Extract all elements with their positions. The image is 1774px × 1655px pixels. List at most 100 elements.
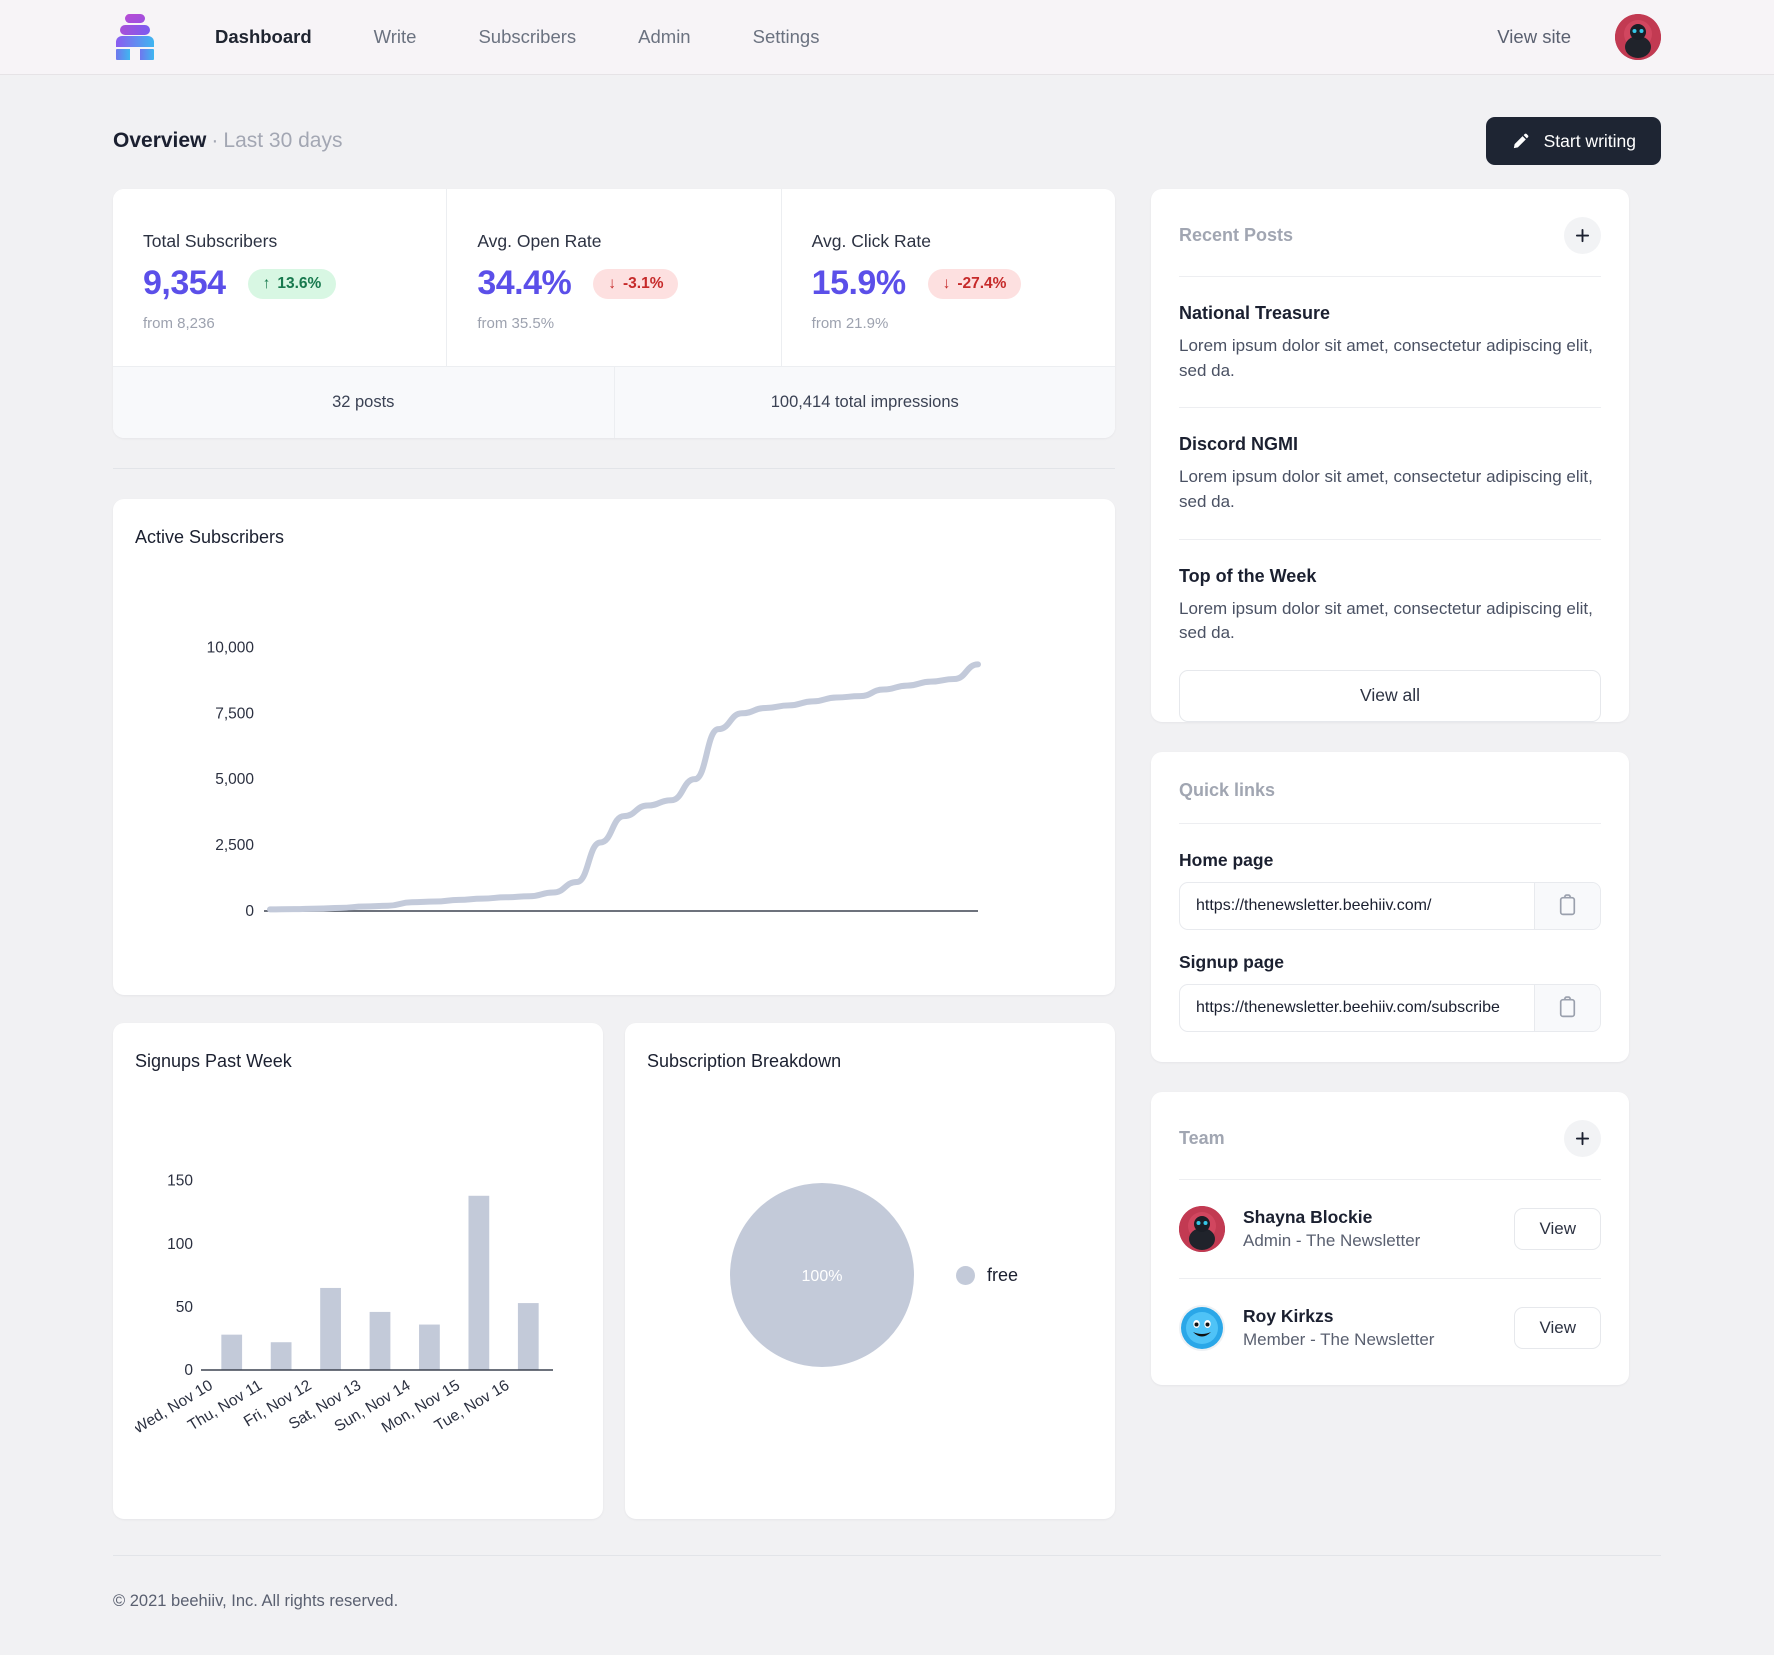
stat-value-row: 9,354 ↑ 13.6%: [143, 264, 416, 303]
team-member-avatar: [1179, 1205, 1225, 1252]
y-axis-tick-label: 2,500: [215, 837, 254, 854]
avatar-image: [1181, 1306, 1223, 1349]
nav-link-admin[interactable]: Admin: [638, 26, 691, 47]
quick-links-body: Home page Signup page: [1179, 824, 1601, 1062]
y-axis-tick-label: 10,000: [207, 639, 255, 656]
stat-delta-value: -3.1%: [622, 274, 664, 292]
pencil-icon: [1513, 133, 1528, 148]
add-team-member-button[interactable]: [1564, 1119, 1601, 1157]
team-member-role: Admin - The Newsletter: [1243, 1230, 1421, 1250]
x-axis-tick-label: Wed, Nov 10: [135, 1377, 216, 1438]
nav-link-subscribers[interactable]: Subscribers: [478, 26, 577, 47]
page-header: Overview · Last 30 days Start writing: [113, 75, 1661, 189]
bar: [270, 1342, 292, 1370]
recent-post-title: Discord NGMI: [1179, 434, 1299, 455]
signups-past-week-card: Signups Past Week 0 50 100 150 Wed, Nov 10 Th…: [113, 1023, 603, 1519]
arrow-down-icon: ↓: [942, 274, 951, 292]
main-column: Total Subscribers 9,354 ↑ 13.6% from 8,2…: [113, 189, 1115, 1519]
stat-value: 34.4%: [477, 264, 572, 302]
beehiiv-logo-icon: [116, 14, 154, 60]
top-navbar: Dashboard Write Subscribers Admin Settin…: [0, 0, 1774, 75]
arrow-down-icon: ↓: [608, 274, 616, 292]
stats-card: Total Subscribers 9,354 ↑ 13.6% from 8,2…: [113, 189, 1115, 438]
stat-value: 9,354: [143, 264, 226, 302]
signup-page-label: Signup page: [1179, 951, 1284, 972]
nav-link-dashboard[interactable]: Dashboard: [215, 26, 312, 47]
user-avatar[interactable]: [1615, 14, 1661, 60]
view-team-member-button[interactable]: View: [1514, 1306, 1601, 1349]
page-title-separator: ·: [211, 129, 219, 152]
active-subscribers-chart-card: Active Subscribers 0 2,500 5,000 7,500 10,00…: [113, 499, 1115, 995]
team-member-name: Roy Kirkzs: [1243, 1305, 1334, 1326]
recent-post-description: Lorem ipsum dolor sit amet, consectetur …: [1179, 336, 1593, 380]
legend-color-swatch-free: [955, 1265, 975, 1285]
home-page-url-input[interactable]: [1180, 882, 1534, 929]
section-divider: [113, 468, 1115, 469]
y-axis-tick-label: 150: [167, 1173, 193, 1190]
home-page-field-row: [1179, 881, 1601, 930]
footer-copyright: © 2021 beehiiv, Inc. All rights reserved…: [113, 1592, 399, 1610]
view-team-member-button[interactable]: View: [1514, 1207, 1601, 1250]
recent-posts-title: Recent Posts: [1179, 225, 1294, 245]
view-site-link[interactable]: View site: [1497, 26, 1571, 47]
recent-post-item[interactable]: Top of the Week Lorem ipsum dolor sit am…: [1179, 540, 1601, 670]
copy-signup-url-button[interactable]: [1534, 984, 1600, 1031]
navbar-left: Dashboard Write Subscribers Admin Settin…: [113, 12, 850, 62]
page-container: Overview · Last 30 days Start writing Tota…: [0, 75, 1774, 1519]
bar: [320, 1287, 341, 1370]
copy-home-url-button[interactable]: [1534, 882, 1600, 929]
active-subscribers-chart: 0 2,500 5,000 7,500 10,000: [135, 566, 1093, 971]
recent-posts-panel: Recent Posts National Treasure Lorem ips…: [1151, 189, 1629, 722]
team-member-avatar: [1179, 1304, 1225, 1351]
y-axis-tick-label: 5,000: [215, 771, 254, 788]
stat-delta-value: -27.4%: [957, 274, 1007, 292]
bar: [221, 1334, 243, 1370]
y-axis-tick-label: 50: [176, 1299, 194, 1316]
recent-post-item[interactable]: Discord NGMI Lorem ipsum dolor sit amet,…: [1179, 408, 1601, 540]
view-all-posts-button[interactable]: View all: [1179, 669, 1601, 722]
page-title-main: Overview: [113, 129, 207, 152]
page-title-subtitle: Last 30 days: [223, 129, 343, 152]
team-member-name: Shayna Blockie: [1243, 1206, 1373, 1227]
bar: [468, 1195, 490, 1370]
recent-post-description: Lorem ipsum dolor sit amet, consectetur …: [1179, 467, 1593, 511]
clipboard-icon: [1559, 894, 1576, 916]
page-title: Overview · Last 30 days: [113, 129, 343, 153]
stats-row: Total Subscribers 9,354 ↑ 13.6% from 8,2…: [113, 189, 1115, 366]
stat-previous-value: from 8,236: [143, 315, 215, 332]
stat-value: 15.9%: [811, 264, 906, 302]
stat-previous-value: from 21.9%: [811, 315, 889, 332]
arrow-up-icon: ↑: [262, 274, 271, 292]
stat-value-row: 34.4% ↓ -3.1%: [477, 264, 750, 303]
stats-posts-count: 32 posts: [113, 367, 615, 438]
team-member-row: Roy Kirkzs Member - The Newsletter View: [1179, 1279, 1601, 1377]
nav-link-settings[interactable]: Settings: [752, 26, 820, 47]
stat-delta-badge: ↓ -27.4%: [927, 268, 1022, 299]
team-member-info: Shayna Blockie Admin - The Newsletter: [1243, 1207, 1420, 1251]
navbar-links: Dashboard Write Subscribers Admin Settin…: [215, 26, 850, 48]
team-panel: Team: [1151, 1091, 1629, 1385]
recent-posts-header: Recent Posts: [1179, 189, 1601, 277]
user-avatar-image: [1615, 14, 1661, 60]
bar: [419, 1324, 440, 1370]
side-column: Recent Posts National Treasure Lorem ips…: [1151, 189, 1629, 1415]
signup-page-url-input[interactable]: [1180, 984, 1534, 1031]
home-page-label: Home page: [1179, 849, 1274, 870]
team-member-row: Shayna Blockie Admin - The Newsletter Vi…: [1179, 1180, 1601, 1279]
y-axis-tick-label: 0: [245, 903, 254, 920]
stat-label: Avg. Open Rate: [477, 231, 602, 251]
y-axis-tick-label: 100: [167, 1236, 193, 1253]
beehiiv-logo[interactable]: [113, 12, 157, 62]
add-post-button[interactable]: [1564, 217, 1601, 254]
avatar-image: [1179, 1205, 1225, 1252]
plus-icon: [1575, 1131, 1590, 1145]
recent-post-item[interactable]: National Treasure Lorem ipsum dolor sit …: [1179, 277, 1601, 409]
secondary-charts-row: Signups Past Week 0 50 100 150 Wed, Nov 10 Th…: [113, 1023, 1115, 1519]
chart-title-subscription: Subscription Breakdown: [647, 1051, 842, 1071]
pie-legend: free: [955, 1265, 1018, 1286]
team-header: Team: [1179, 1092, 1601, 1180]
start-writing-button[interactable]: Start writing: [1485, 117, 1661, 165]
subscription-breakdown-card: Subscription Breakdown 100% free: [625, 1023, 1115, 1519]
nav-link-write[interactable]: Write: [373, 26, 417, 47]
